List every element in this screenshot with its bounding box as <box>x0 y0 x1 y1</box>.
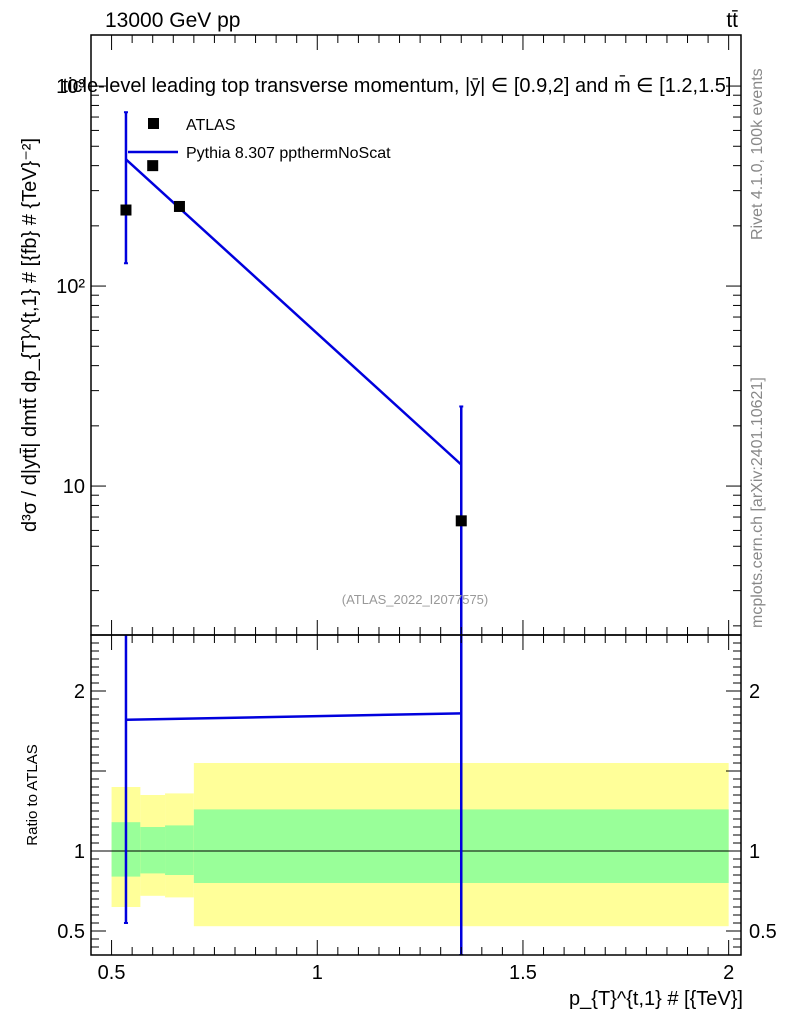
legend: ATLAS Pythia 8.307 ppthermNoScat <box>128 117 391 162</box>
x-tick-label-3: 2 <box>723 962 734 984</box>
legend-label-mc: Pythia 8.307 ppthermNoScat <box>186 145 391 162</box>
energy-label: 13000 GeV pp <box>105 9 240 32</box>
main-y-axis-label: d³σ / d|ytt̄| dmtt̄ dp_{T}^{t,1} # [{fb}… <box>19 138 41 532</box>
main-y-tick-label-1: 10² <box>56 276 85 298</box>
atlas-data-point-2 <box>173 200 185 212</box>
atlas-data-point-0 <box>120 204 132 216</box>
legend-marker-atlas <box>148 118 159 129</box>
ratio-y-tick-label-left-1: 1 <box>74 841 85 863</box>
x-tick-label-0: 0.5 <box>98 962 126 984</box>
rivet-version-label: Rivet 4.1.0, 100k events <box>749 68 766 240</box>
chart-title: ticle-level leading top transverse momen… <box>63 74 732 97</box>
ratio-y-tick-label-left-0: 0.5 <box>57 921 85 943</box>
main-axes: 10³ 10² 10 <box>56 34 742 636</box>
main-y-tick-label-2: 10 <box>63 476 85 498</box>
analysis-watermark: (ATLAS_2022_I2077575) <box>342 592 488 607</box>
ratio-axes: 0.5 1 1.5 2 0.5 0.5 1 1 2 2 <box>57 634 777 984</box>
ratio-y-axis-label: Ratio to ATLAS <box>24 744 41 845</box>
ratio-mc-line <box>125 712 462 722</box>
mcplots-label: mcplots.cern.ch [arXiv:2401.10621] <box>749 377 766 628</box>
x-tick-label-1: 1 <box>312 962 323 984</box>
ratio-y-tick-label-left-2: 2 <box>74 681 85 703</box>
ratio-band-inner-1 <box>140 827 166 874</box>
main-series-layer <box>120 111 467 635</box>
x-axis-label: p_{T}^{t,1} # [{TeV}] <box>569 988 743 1010</box>
process-label: tt̄ <box>726 9 738 32</box>
ratio-y-tick-label-right-2: 2 <box>749 681 760 703</box>
atlas-data-point-3 <box>455 515 467 527</box>
ratio-y-tick-label-right-0: 0.5 <box>749 921 777 943</box>
ratio-band-inner-2 <box>165 825 194 875</box>
atlas-data-point-1 <box>147 160 159 172</box>
ratio-series-layer <box>123 635 464 955</box>
ratio-y-tick-label-right-1: 1 <box>749 841 760 863</box>
ratio-band-layer <box>91 763 741 927</box>
main-y-tick-label-0: 10³ <box>56 76 85 98</box>
legend-label-atlas: ATLAS <box>186 117 236 134</box>
x-tick-label-2: 1.5 <box>509 962 537 984</box>
